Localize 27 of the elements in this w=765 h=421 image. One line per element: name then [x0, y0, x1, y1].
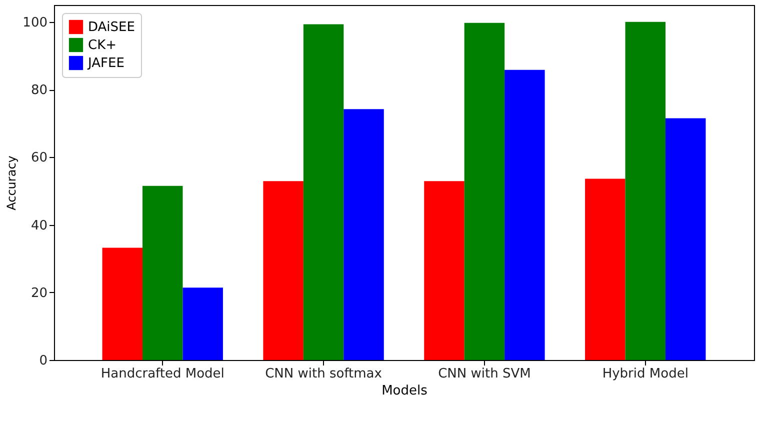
x-tick-label: Hybrid Model — [602, 366, 688, 382]
x-tick-label: Handcrafted Model — [100, 366, 224, 382]
bar — [585, 178, 626, 360]
bar — [504, 70, 545, 360]
bar — [344, 109, 384, 360]
bar — [464, 22, 505, 360]
legend-label: DAiSEE — [88, 20, 135, 35]
bar — [625, 22, 666, 360]
y-axis-title: Accuracy — [4, 156, 19, 210]
bar — [665, 118, 706, 360]
bar — [102, 248, 143, 360]
y-tick-label: 60 — [30, 150, 48, 166]
bar — [424, 181, 464, 360]
bar — [182, 288, 223, 360]
y-tick-label: 100 — [22, 15, 48, 30]
x-tick-label: CNN with SVM — [438, 366, 531, 382]
bar — [303, 24, 344, 360]
y-tick-label: 0 — [39, 354, 48, 368]
legend-label: JAFEE — [87, 56, 124, 71]
bar — [263, 181, 304, 360]
y-tick-label: 80 — [30, 83, 48, 98]
y-tick-label: 20 — [30, 286, 48, 301]
x-axis-title: Models — [382, 384, 428, 398]
x-tick-label: CNN with softmax — [265, 366, 382, 382]
legend-label: CK+ — [88, 38, 116, 53]
y-tick-label: 40 — [30, 218, 48, 234]
bar — [142, 186, 183, 360]
